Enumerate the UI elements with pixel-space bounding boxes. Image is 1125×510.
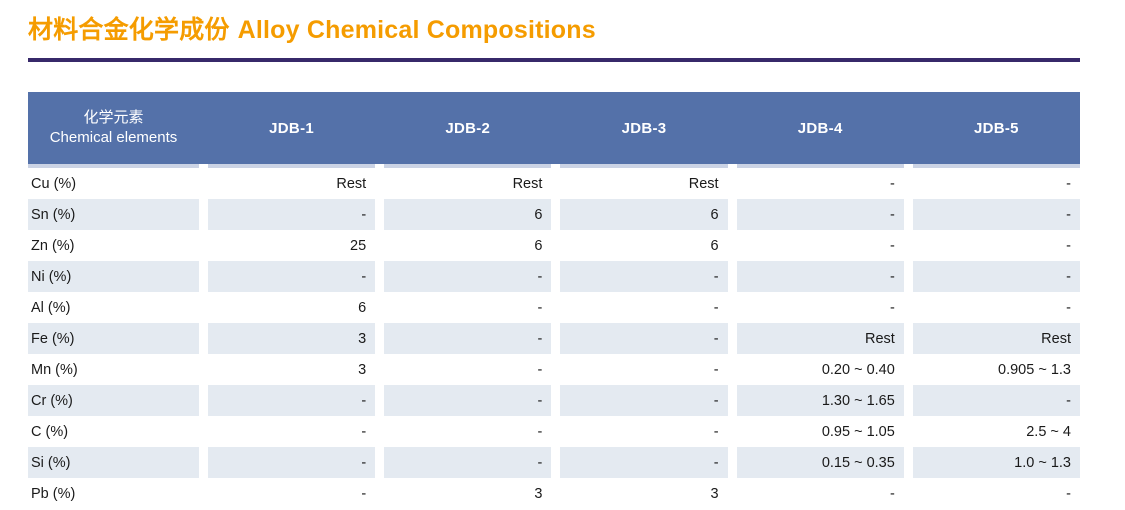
value-cell: - [384,385,552,416]
value-cell: - [912,385,1080,416]
value-cell: 2.5 ~ 4 [1026,423,1071,440]
element-label-cell: Sn (%) [28,199,199,230]
value-cell: - [713,299,719,316]
value-cell: 3 [710,485,719,502]
value-cell: Rest [688,175,719,192]
table-header-row: 化学元素 Chemical elements JDB-1 JDB-2 JDB-3 JD… [28,92,1080,164]
value-cell: - [560,385,728,416]
column-header-jdb-4: JDB-4 [797,119,843,137]
strip-segment [736,164,904,168]
value-cell: 1.30 ~ 1.65 [736,385,904,416]
element-label-cell: Zn (%) [31,237,75,254]
value-cell: - [713,423,719,440]
element-label-cell: Al (%) [31,299,71,316]
value-cell: - [560,261,728,292]
table-row: Cu (%) Rest Rest Rest - - [28,168,1080,199]
value-cell: 6 [534,237,543,254]
value-cell: - [361,423,367,440]
table-row: Fe (%) 3- - Rest Rest [28,323,1080,354]
value-cell: Rest [512,175,543,192]
table-header-elements-zh: 化学元素 [83,109,144,126]
value-cell: Rest [336,175,367,192]
value-cell: - [889,299,895,316]
element-label-cell: Pb (%) [31,485,76,502]
value-cell: - [736,261,904,292]
value-cell: - [537,423,543,440]
value-cell: - [889,485,895,502]
column-header-jdb-1: JDB-1 [269,119,315,137]
table-header-bottom-strip [28,164,1080,168]
value-cell: - [1066,175,1071,192]
element-label-cell: Cu (%) [31,175,77,192]
value-cell: - [560,323,728,354]
element-label-cell: Cr (%) [28,385,199,416]
value-cell: - [889,175,895,192]
value-cell: - [1066,485,1071,502]
column-header-jdb-3: JDB-3 [621,119,667,137]
value-cell: 3 [358,361,367,378]
value-cell: - [1066,237,1071,254]
value-cell: - [1066,299,1071,316]
value-cell: 0.95 ~ 1.05 [821,423,895,440]
value-cell: 3 [208,323,376,354]
table-row: Al (%) 6 - - - - [28,292,1080,323]
alloy-composition-table: 化学元素 Chemical elements JDB-1 JDB-2 JDB-3 JD… [28,92,1080,509]
value-cell: 0.20 ~ 0.40 [821,361,895,378]
value-cell: - [208,385,376,416]
value-cell: 3 [534,485,543,502]
strip-segment [912,164,1080,168]
value-cell: - [713,361,719,378]
value-cell: Rest [736,323,904,354]
page-title-english: Alloy Chemical Compositions [237,16,596,44]
table-row: Pb (%) - 3 3 - - [28,478,1080,509]
value-cell: - [912,199,1080,230]
table-header-elements-en: Chemical elements [49,129,178,146]
column-header-jdb-5: JDB-5 [973,119,1019,137]
title-divider [28,58,1080,62]
value-cell: 1.0 ~ 1.3 [912,447,1080,478]
strip-segment [208,164,376,168]
value-cell: 0.905 ~ 1.3 [998,361,1071,378]
element-label-cell: C (%) [31,423,69,440]
value-cell: 6 [710,237,719,254]
value-cell: - [361,485,367,502]
value-cell: - [912,261,1080,292]
value-cell: - [384,447,552,478]
value-cell: - [537,361,543,378]
value-cell: 0.15 ~ 0.35 [736,447,904,478]
element-label-cell: Fe (%) [28,323,199,354]
element-label-cell: Mn (%) [31,361,78,378]
strip-segment [560,164,728,168]
value-cell: - [208,261,376,292]
table-row: Zn (%) 25 6 6 - - [28,230,1080,261]
value-cell: - [736,199,904,230]
value-cell: - [208,199,376,230]
table-row: C (%) - - - 0.95 ~ 1.05 2.5 ~ 4 [28,416,1080,447]
column-header-jdb-2: JDB-2 [445,119,491,137]
value-cell: 6 [560,199,728,230]
element-label-cell: Si (%) [28,447,199,478]
table-header-elements: 化学元素 Chemical elements [28,108,199,148]
table-row: Mn (%) 3 - - 0.20 ~ 0.40 0.905 ~ 1.3 [28,354,1080,385]
element-label-cell: Ni (%) [28,261,199,292]
value-cell: - [560,447,728,478]
value-cell: - [537,299,543,316]
strip-segment [384,164,552,168]
value-cell: 6 [384,199,552,230]
table-row: Si (%) - - -0.15 ~ 0.35 1.0 ~ 1.3 [28,447,1080,478]
value-cell: 25 [350,237,367,254]
page-title: 材料合金化学成份 Alloy Chemical Compositions [28,10,596,46]
value-cell: - [384,323,552,354]
page-title-chinese: 材料合金化学成份 [28,16,230,44]
value-cell: - [384,261,552,292]
table-row: Cr (%) - - -1.30 ~ 1.65- [28,385,1080,416]
value-cell: - [208,447,376,478]
value-cell: 6 [358,299,367,316]
value-cell: - [889,237,895,254]
table-row: Ni (%) ----- [28,261,1080,292]
value-cell: Rest [912,323,1080,354]
strip-segment [28,164,199,168]
